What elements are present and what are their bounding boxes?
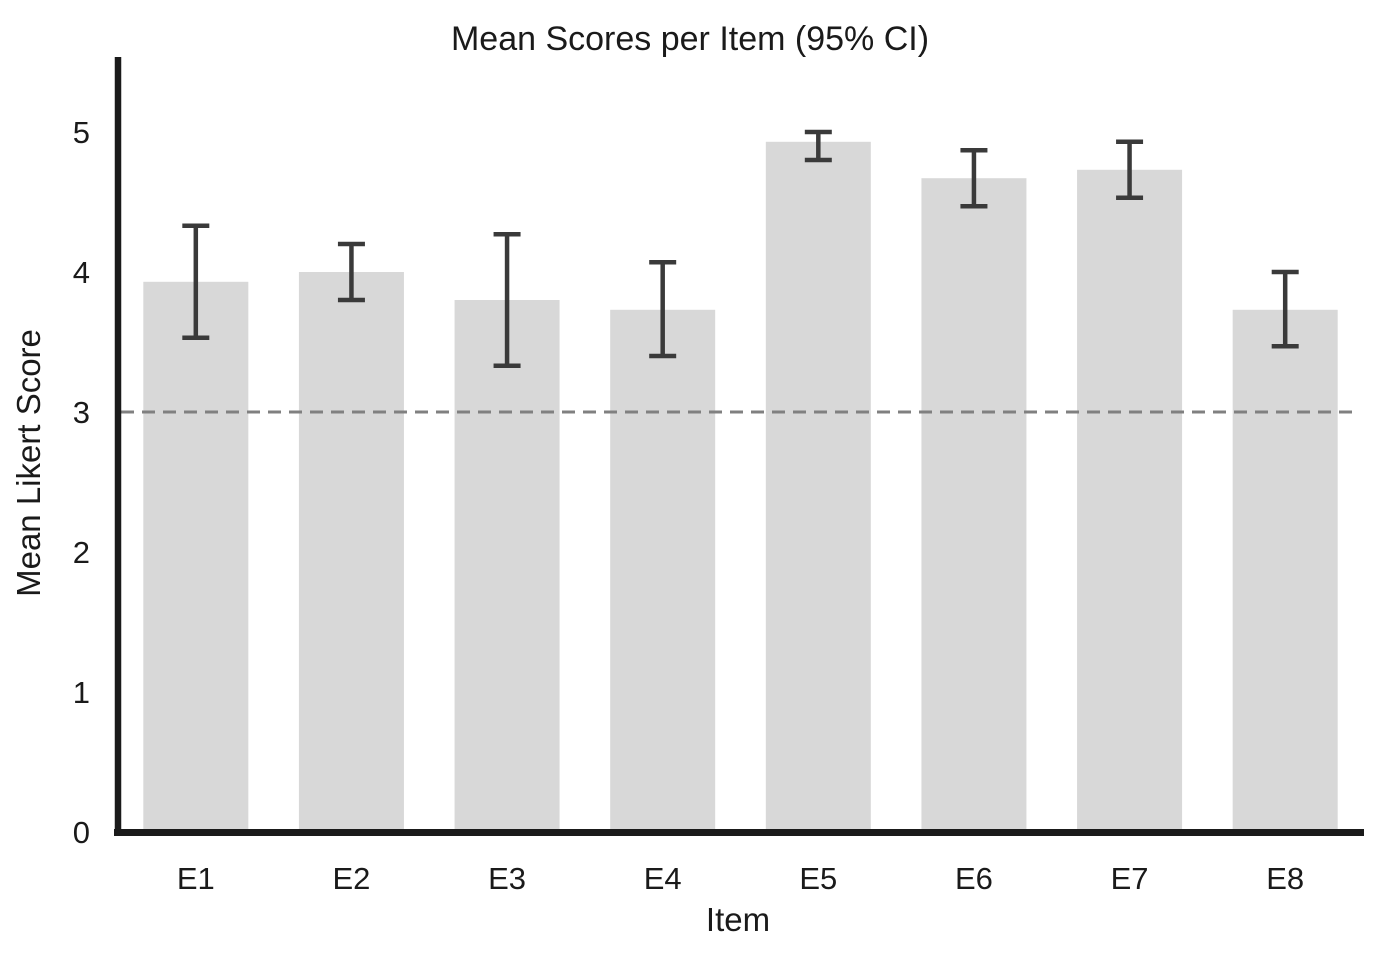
x-tick-label-E4: E4 <box>644 861 682 896</box>
error-bar-E5 <box>804 129 832 163</box>
error-bar-E2 <box>337 241 365 303</box>
bar-E8 <box>1232 309 1338 835</box>
bars-group <box>143 141 1338 836</box>
bar-E2 <box>298 272 404 835</box>
error-bar-E4 <box>649 259 677 359</box>
x-tick-label-E3: E3 <box>488 861 526 896</box>
bar-E1 <box>143 281 249 835</box>
x-tick-label-E5: E5 <box>799 861 837 896</box>
y-tick-label-2: 2 <box>73 535 90 570</box>
x-tick-label-E6: E6 <box>955 861 993 896</box>
y-tick-labels: 0 1 2 3 4 5 <box>73 115 90 850</box>
x-tick-labels: E1 E2 E3 E4 E5 E6 E7 E8 <box>177 861 1304 896</box>
x-tick-label-E1: E1 <box>177 861 215 896</box>
error-bar-E6 <box>960 147 988 209</box>
y-tick-label-1: 1 <box>73 675 90 710</box>
bar-E7 <box>1077 169 1183 836</box>
y-tick-label-3: 3 <box>73 395 90 430</box>
bar-E4 <box>610 309 716 835</box>
error-bars-group <box>182 129 1299 369</box>
chart-title: Mean Scores per Item (95% CI) <box>451 20 929 58</box>
error-bar-E3 <box>493 231 521 369</box>
x-tick-label-E8: E8 <box>1266 861 1304 896</box>
y-tick-label-5: 5 <box>73 115 90 150</box>
x-axis-label: Item <box>706 901 770 938</box>
x-tick-label-E2: E2 <box>332 861 370 896</box>
error-bar-E7 <box>1116 139 1144 201</box>
y-axis-label: Mean Likert Score <box>10 329 47 597</box>
bar-E6 <box>921 178 1027 835</box>
y-tick-label-0: 0 <box>73 815 90 850</box>
x-tick-label-E7: E7 <box>1111 861 1149 896</box>
error-bar-E1 <box>182 223 210 341</box>
error-bar-E8 <box>1271 269 1299 349</box>
bar-E5 <box>765 141 871 836</box>
bar-E3 <box>454 300 560 835</box>
y-tick-label-4: 4 <box>73 255 90 290</box>
